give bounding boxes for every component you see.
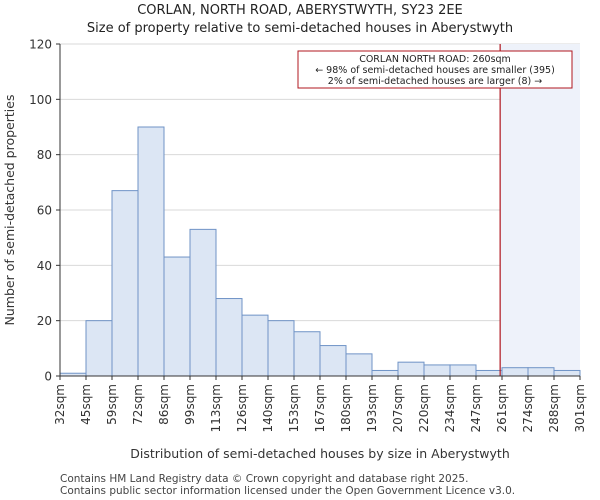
x-tick-label: 247sqm [469, 384, 483, 432]
bar [163, 256, 191, 377]
x-tick-label: 45sqm [79, 384, 93, 425]
y-axis-label: Number of semi-detached properties [2, 95, 17, 326]
bar [137, 126, 165, 377]
bar [85, 320, 113, 377]
bar [475, 369, 503, 377]
bar [241, 314, 269, 377]
bar [449, 364, 477, 377]
annotation-box [297, 50, 573, 89]
x-tick-label: 126sqm [235, 384, 249, 432]
x-tick-label: 32sqm [53, 384, 67, 425]
bar [501, 367, 529, 377]
y-tick-label: 100 [29, 93, 52, 107]
x-tick-label: 274sqm [521, 384, 535, 432]
bar [397, 361, 425, 377]
x-tick-label: 113sqm [209, 384, 223, 432]
bar [527, 367, 555, 377]
bar [215, 298, 243, 377]
bar [293, 331, 321, 377]
y-tick-label: 0 [44, 370, 52, 384]
y-tick-label: 80 [37, 148, 52, 162]
annotation-line: 2% of semi-detached houses are larger (8… [328, 76, 542, 87]
x-axis-label: Distribution of semi-detached houses by … [130, 446, 510, 461]
x-tick-label: 261sqm [495, 384, 509, 432]
x-tick-label: 72sqm [131, 384, 145, 425]
x-tick-label: 234sqm [443, 384, 457, 432]
chart-title: CORLAN, NORTH ROAD, ABERYSTWYTH, SY23 2E… [137, 3, 463, 18]
x-tick-label: 193sqm [365, 384, 379, 432]
x-tick-label: 153sqm [287, 384, 301, 432]
x-tick-label: 180sqm [339, 384, 353, 432]
annotation-line: CORLAN NORTH ROAD: 260sqm [359, 54, 511, 65]
x-tick-label: 207sqm [391, 384, 405, 432]
x-tick-label: 220sqm [417, 384, 431, 432]
x-tick-label: 99sqm [183, 384, 197, 425]
property-annotation: CORLAN NORTH ROAD: 260sqm ← 98% of semi-… [297, 50, 573, 89]
x-ticks: 32sqm 45sqm 59sqm 72sqm 86sqm 99sqm 113sqm 126s… [53, 376, 587, 432]
y-tick-label: 20 [37, 314, 52, 328]
x-tick-label: 86sqm [157, 384, 171, 425]
chart-subtitle: Size of property relative to semi-detach… [87, 21, 513, 36]
bar [423, 364, 451, 377]
bar [189, 228, 217, 377]
x-tick-label: 59sqm [105, 384, 119, 425]
x-tick-label: 167sqm [313, 384, 327, 432]
bar [319, 345, 347, 377]
y-tick-label: 40 [37, 259, 52, 273]
bars [59, 126, 581, 377]
y-tick-label: 120 [29, 38, 52, 52]
bar [345, 353, 373, 377]
footer-line-1: Contains HM Land Registry data © Crown c… [60, 473, 468, 485]
footer-line-2: Contains public sector information licen… [60, 485, 515, 497]
y-ticks: 0 20 40 60 80 100 120 [29, 38, 60, 384]
y-tick-label: 60 [37, 204, 52, 218]
bar [111, 190, 139, 377]
larger-properties-region [500, 44, 580, 376]
x-tick-label: 140sqm [261, 384, 275, 432]
x-tick-label: 301sqm [573, 384, 587, 432]
bar [371, 369, 399, 377]
bar [553, 369, 581, 377]
x-tick-label: 288sqm [547, 384, 561, 432]
bar [267, 320, 295, 377]
annotation-line: ← 98% of semi-detached houses are smalle… [315, 65, 555, 76]
